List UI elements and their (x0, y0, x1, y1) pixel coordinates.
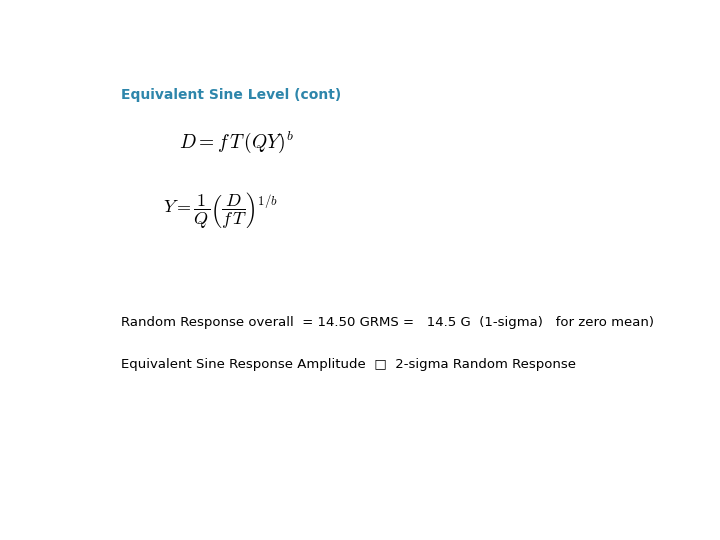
Text: Random Response overall  = 14.50 GRMS =   14.5 G  (1-sigma)   for zero mean): Random Response overall = 14.50 GRMS = 1… (121, 316, 654, 329)
Text: $D = f\,T\,(QY)^b$: $D = f\,T\,(QY)^b$ (179, 129, 294, 154)
Text: Equivalent Sine Level (cont): Equivalent Sine Level (cont) (121, 87, 341, 102)
Text: Equivalent Sine Response Amplitude  □  2-sigma Random Response: Equivalent Sine Response Amplitude □ 2-s… (121, 358, 576, 371)
Text: $Y = \dfrac{1}{Q}\left(\dfrac{D}{f\,T}\right)^{1/b}$: $Y = \dfrac{1}{Q}\left(\dfrac{D}{f\,T}\r… (163, 190, 277, 230)
